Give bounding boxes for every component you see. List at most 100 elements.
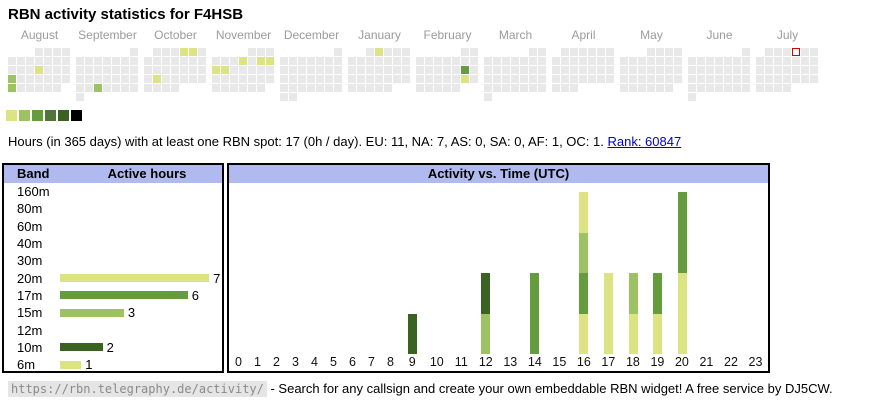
calendar-day-cell bbox=[76, 57, 84, 65]
calendar-day-cell bbox=[552, 75, 560, 83]
calendar-day-cell bbox=[393, 75, 401, 83]
calendar-day-cell bbox=[606, 48, 614, 56]
calendar-day-cell bbox=[665, 48, 673, 56]
calendar-day-cell bbox=[774, 84, 782, 92]
calendar-day-cell bbox=[461, 57, 469, 65]
calendar-day-cell bbox=[44, 48, 52, 56]
calendar-day-cell bbox=[144, 66, 152, 74]
calendar-day-cell bbox=[697, 66, 705, 74]
activity-bar bbox=[407, 313, 417, 354]
activity-bar-segment bbox=[628, 273, 638, 314]
activity-bar bbox=[530, 273, 540, 354]
calendar-day-cell bbox=[579, 48, 587, 56]
calendar-day-cell bbox=[280, 57, 288, 65]
calendar-day-cell bbox=[810, 75, 818, 83]
calendar-day-cell bbox=[665, 75, 673, 83]
legend-swatch bbox=[71, 110, 82, 121]
calendar-week-row bbox=[144, 66, 207, 75]
calendar-week-row bbox=[552, 66, 615, 75]
calendar-day-cell bbox=[212, 66, 220, 74]
calendar-month-grid bbox=[552, 48, 615, 93]
calendar-week-row bbox=[484, 57, 547, 66]
calendar-day-cell bbox=[733, 84, 741, 92]
calendar-month-grid bbox=[688, 48, 751, 102]
calendar-day-cell bbox=[470, 66, 478, 74]
calendar-day-cell bbox=[307, 57, 315, 65]
calendar-day-cell bbox=[289, 75, 297, 83]
calendar-day-cell bbox=[724, 84, 732, 92]
activity-bar-segment bbox=[481, 313, 491, 354]
calendar-day-cell bbox=[17, 75, 25, 83]
hour-tick-label: 23 bbox=[748, 355, 763, 369]
calendar-week-row bbox=[280, 66, 343, 75]
band-column-header: Band bbox=[17, 166, 50, 181]
band-label: 6m bbox=[17, 357, 36, 373]
calendar-week-row bbox=[688, 66, 751, 75]
band-table-header: Band Active hours bbox=[4, 165, 222, 183]
calendar-day-cell bbox=[742, 48, 750, 56]
calendar-day-cell bbox=[144, 84, 152, 92]
calendar-day-cell bbox=[212, 75, 220, 83]
calendar-week-row bbox=[348, 48, 411, 57]
calendar-day-cell bbox=[570, 48, 578, 56]
calendar-day-cell bbox=[103, 75, 111, 83]
calendar-day-cell bbox=[724, 57, 732, 65]
band-row: 15m 3 bbox=[4, 304, 222, 321]
calendar-week-row bbox=[8, 66, 71, 75]
calendar-day-cell bbox=[325, 75, 333, 83]
band-hours-value: 1 bbox=[85, 357, 93, 373]
calendar-day-cell bbox=[588, 66, 596, 74]
calendar-day-cell bbox=[656, 48, 664, 56]
calendar-week-row bbox=[552, 75, 615, 84]
calendar-month-label: December bbox=[283, 28, 340, 42]
calendar-day-cell bbox=[144, 57, 152, 65]
calendar-day-cell bbox=[248, 66, 256, 74]
calendar-day-cell bbox=[665, 84, 673, 92]
calendar-day-cell bbox=[783, 57, 791, 65]
calendar-day-cell bbox=[307, 66, 315, 74]
calendar-day-cell bbox=[26, 75, 34, 83]
calendar-day-cell bbox=[511, 66, 519, 74]
calendar-day-cell bbox=[425, 75, 433, 83]
band-hours-bar bbox=[60, 308, 124, 317]
calendar-day-cell bbox=[162, 84, 170, 92]
calendar-month-grid bbox=[76, 48, 139, 102]
calendar-day-cell bbox=[334, 75, 342, 83]
hour-tick-label: 13 bbox=[503, 355, 518, 369]
calendar-day-cell bbox=[810, 66, 818, 74]
calendar-day-cell bbox=[393, 66, 401, 74]
calendar-day-cell bbox=[561, 75, 569, 83]
calendar-day-cell bbox=[248, 48, 256, 56]
calendar-day-cell bbox=[94, 84, 102, 92]
calendar-day-cell bbox=[647, 48, 655, 56]
calendar-day-cell bbox=[597, 75, 605, 83]
calendar-day-cell bbox=[470, 75, 478, 83]
calendar-month-label: June bbox=[706, 28, 733, 42]
calendar-day-cell bbox=[325, 84, 333, 92]
calendar-day-cell bbox=[443, 84, 451, 92]
calendar-week-row bbox=[416, 66, 479, 75]
calendar-day-cell bbox=[647, 75, 655, 83]
calendar-day-cell bbox=[53, 48, 61, 56]
calendar-day-cell bbox=[121, 57, 129, 65]
calendar-day-cell bbox=[452, 66, 460, 74]
calendar-day-cell bbox=[484, 66, 492, 74]
calendar-day-cell bbox=[298, 66, 306, 74]
calendar-week-row bbox=[688, 93, 751, 102]
activity-bar-segment bbox=[579, 232, 589, 273]
calendar-day-cell bbox=[620, 84, 628, 92]
calendar-month-label: January bbox=[358, 28, 401, 42]
calendar-day-cell bbox=[706, 57, 714, 65]
calendar-day-cell bbox=[733, 66, 741, 74]
calendar-day-cell bbox=[153, 57, 161, 65]
calendar-month: June bbox=[688, 28, 751, 102]
calendar-day-cell bbox=[121, 75, 129, 83]
calendar-day-cell bbox=[62, 57, 70, 65]
calendar-day-cell bbox=[688, 75, 696, 83]
calendar-day-cell bbox=[153, 48, 161, 56]
calendar-day-cell bbox=[470, 57, 478, 65]
calendar-day-cell bbox=[348, 66, 356, 74]
calendar-week-row bbox=[348, 84, 411, 93]
hour-tick-label: 9 bbox=[408, 355, 416, 369]
rank-link[interactable]: Rank: 60847 bbox=[607, 134, 682, 149]
